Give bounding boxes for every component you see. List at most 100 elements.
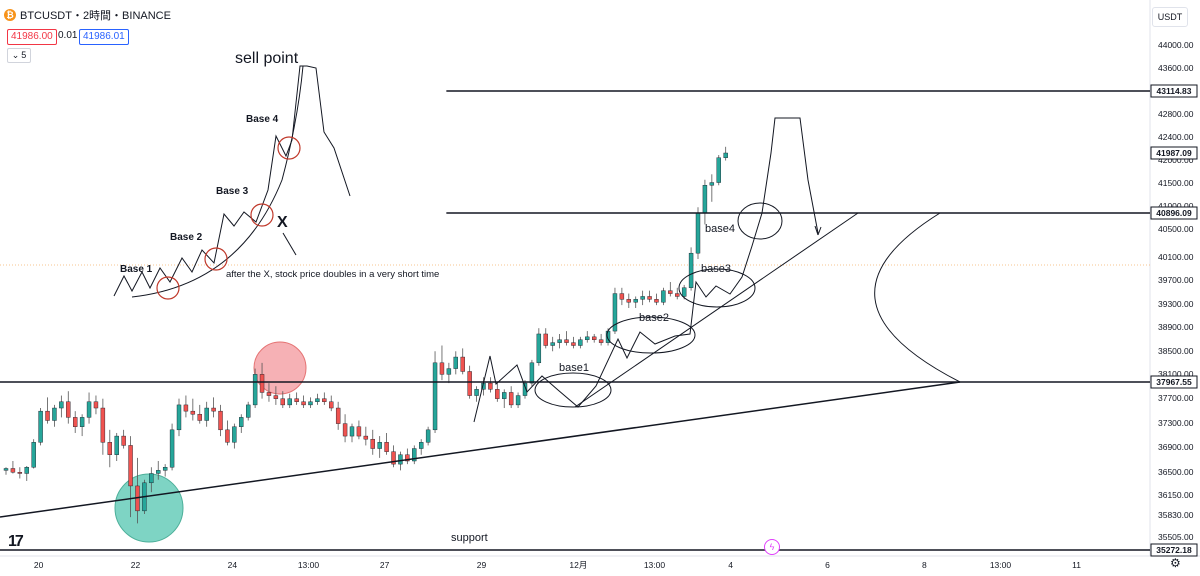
- support-trendline[interactable]: [0, 381, 961, 518]
- candle-body: [329, 401, 334, 409]
- base3-label: base3: [701, 263, 731, 275]
- horizontal-levels[interactable]: 43114.83 41987.09 40896.09 37967.55 35272.18: [0, 84, 1198, 557]
- buy-price-button[interactable]: 41986.01: [79, 29, 129, 45]
- price-tick-label: 42000.00: [1158, 155, 1194, 165]
- base3-ellipse[interactable]: [678, 268, 756, 308]
- price-path-drawing[interactable]: [473, 117, 819, 423]
- schematic-base2-circle: [204, 247, 228, 271]
- base1-label: base1: [559, 362, 589, 374]
- time-axis[interactable]: 20 22 24 13:00 27 29 12月 13:00 4 6 8 13:00 11: [34, 560, 1081, 570]
- candle-body: [405, 454, 410, 462]
- base2-ellipse[interactable]: [606, 316, 696, 354]
- candle-body: [156, 470, 161, 474]
- sell-price-button[interactable]: 41986.00: [7, 29, 57, 45]
- candle-body: [239, 417, 244, 427]
- arrow-head-icon: [817, 226, 822, 236]
- candle-body: [363, 435, 369, 440]
- candle-body: [273, 395, 279, 399]
- candle-body: [585, 336, 590, 340]
- candle-body: [460, 356, 465, 372]
- candle-body: [370, 438, 375, 449]
- base3-top-label: Base 3: [216, 186, 249, 197]
- symbol-title[interactable]: BTCUSDT・2時間・BINANCE: [20, 10, 171, 22]
- time-tick-label: 24: [228, 560, 238, 570]
- x-mark-label: X: [277, 214, 288, 231]
- support-highlight-circle: [114, 473, 184, 543]
- tradingview-logo[interactable]: 17: [8, 533, 24, 550]
- price-tick-label: 38100.00: [1158, 369, 1194, 379]
- candle-body: [439, 362, 445, 375]
- candle-body: [446, 368, 452, 375]
- price-tick-label: 42800.00: [1158, 109, 1194, 119]
- rising-trendline[interactable]: [574, 212, 859, 408]
- candle-body: [162, 467, 168, 471]
- candle-body: [654, 299, 659, 303]
- candle-body: [681, 287, 687, 297]
- candle-body: [688, 252, 694, 288]
- base4-label: base4: [705, 223, 735, 235]
- candle-body: [342, 423, 348, 437]
- candle-body: [598, 339, 604, 343]
- price-tick-label: 42400.00: [1158, 132, 1194, 142]
- candle-body: [287, 398, 292, 406]
- curve-projection[interactable]: [874, 212, 961, 383]
- candle-body: [619, 293, 625, 300]
- price-tick-label: 36900.00: [1158, 442, 1194, 452]
- chart-header[interactable]: ₿ BTCUSDT・2時間・BINANCE: [4, 4, 171, 26]
- price-tick-label: 35505.00: [1158, 532, 1194, 542]
- candle-body: [218, 410, 223, 431]
- stepper-icon: ⌄: [11, 50, 20, 60]
- candle-body: [107, 442, 113, 455]
- candle-body: [24, 467, 29, 474]
- candle-body: [695, 212, 701, 254]
- base4-ellipse[interactable]: [737, 202, 783, 240]
- candle-body: [557, 339, 562, 343]
- lightning-icon[interactable]: ϟ: [764, 539, 780, 555]
- quantity-stepper[interactable]: ⌄ 5: [7, 48, 31, 63]
- base2-top-label: Base 2: [170, 232, 203, 243]
- candle-body: [508, 392, 514, 406]
- candle-body: [550, 342, 555, 346]
- candle-body: [266, 392, 272, 396]
- time-tick-label: 20: [34, 560, 44, 570]
- candle-body: [633, 299, 638, 303]
- time-tick-label: 8: [922, 560, 927, 570]
- price-level-label: 35272.18: [1156, 545, 1192, 555]
- time-tick-label: 11: [1072, 560, 1081, 570]
- candle-body: [647, 296, 652, 300]
- candle-body: [723, 152, 728, 158]
- time-tick-label: 4: [728, 560, 733, 570]
- base2-label: base2: [639, 312, 669, 324]
- candle-body: [245, 404, 251, 418]
- candle-body: [412, 448, 417, 462]
- candle-body: [315, 398, 320, 402]
- time-tick-label: 13:00: [644, 560, 666, 570]
- price-level-label: 41987.09: [1156, 148, 1192, 158]
- time-tick-label: 6: [825, 560, 830, 570]
- schematic-base3-circle: [250, 203, 274, 227]
- price-level-badge: [1150, 206, 1198, 220]
- time-tick-label: 27: [380, 560, 390, 570]
- candle-body: [204, 407, 209, 421]
- candle-body: [432, 362, 438, 431]
- candle-body: [225, 429, 230, 443]
- candle-body: [169, 429, 175, 468]
- support-label: support: [451, 532, 488, 544]
- price-tick-label: 43600.00: [1158, 63, 1194, 73]
- price-tick-label: 41000.00: [1158, 201, 1194, 211]
- candle-body: [384, 442, 389, 452]
- time-tick-label: 13:00: [298, 560, 320, 570]
- candle-body: [66, 401, 71, 418]
- price-axis[interactable]: 44000.0043600.0043200.0042800.0042400.00…: [1158, 40, 1194, 542]
- settings-icon[interactable]: ⚙: [1170, 556, 1181, 570]
- price-tick-label: 39300.00: [1158, 299, 1194, 309]
- base1-ellipse[interactable]: [534, 372, 612, 408]
- candle-body: [564, 339, 569, 343]
- time-tick-label: 13:00: [990, 560, 1012, 570]
- candle-body: [502, 392, 507, 399]
- schematic-base1-circle: [156, 276, 180, 300]
- price-tick-label: 44000.00: [1158, 40, 1194, 50]
- candle-body: [197, 414, 202, 421]
- currency-button[interactable]: USDT: [1152, 7, 1188, 27]
